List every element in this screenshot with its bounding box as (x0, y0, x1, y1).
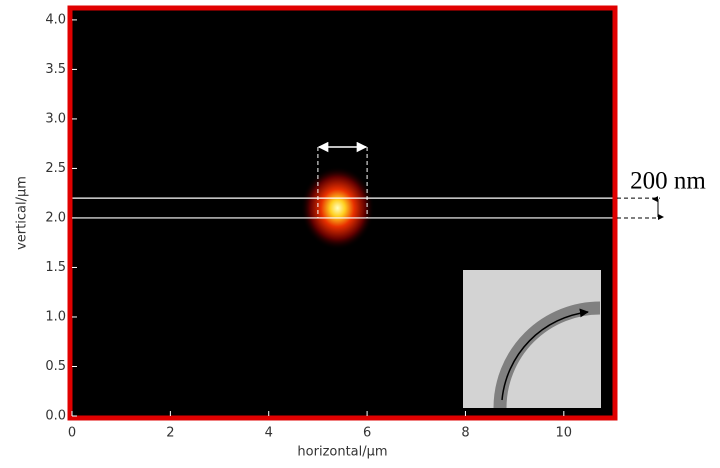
y-tick-label: 3.5 (45, 62, 66, 77)
x-tick-label: 0 (68, 426, 76, 441)
x-axis-label: horizontal/µm (297, 445, 387, 460)
y-tick-label: 4.0 (45, 12, 66, 27)
inset-arrow (501, 308, 589, 401)
y-tick-label: 3.0 (45, 111, 66, 126)
x-tick-label: 10 (556, 426, 573, 441)
mode-profile (300, 166, 375, 250)
x-tick-label: 2 (166, 426, 174, 441)
y-axis-label: vertical/µm (15, 176, 30, 250)
x-tick-label: 6 (363, 426, 371, 441)
height-label: 200 nm (630, 168, 706, 195)
inset (463, 270, 601, 409)
x-tick-label: 4 (265, 426, 273, 441)
x-tick-label: 8 (461, 426, 469, 441)
y-tick-label: 2.0 (45, 210, 66, 225)
y-tick-label: 1.0 (45, 309, 66, 324)
width-label: 1 µm (316, 103, 369, 130)
y-tick-label: 1.5 (45, 260, 66, 275)
y-tick-label: 0.0 (45, 409, 66, 424)
y-tick-label: 0.5 (45, 359, 66, 374)
y-tick-label: 2.5 (45, 161, 66, 176)
plot-border (67, 5, 618, 421)
